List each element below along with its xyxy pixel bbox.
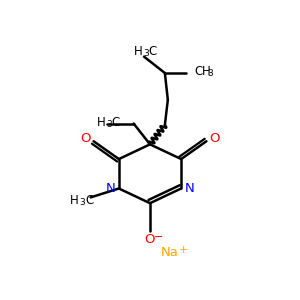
Text: 3: 3	[106, 120, 112, 129]
Text: Na: Na	[160, 246, 178, 259]
Text: O: O	[209, 132, 220, 145]
Text: H: H	[97, 116, 105, 129]
Text: H: H	[134, 45, 142, 58]
Text: C: C	[112, 116, 120, 129]
Text: −: −	[154, 232, 163, 242]
Text: C: C	[149, 45, 157, 58]
Text: N: N	[184, 182, 194, 195]
Text: O: O	[80, 132, 91, 145]
Text: 3: 3	[207, 69, 213, 78]
Text: +: +	[178, 245, 188, 255]
Text: O: O	[145, 233, 155, 246]
Text: 3: 3	[144, 49, 149, 58]
Text: H: H	[202, 65, 211, 78]
Text: C: C	[85, 194, 93, 207]
Text: N: N	[106, 182, 116, 195]
Text: C: C	[194, 65, 202, 78]
Text: H: H	[70, 194, 79, 207]
Text: 3: 3	[80, 198, 86, 207]
